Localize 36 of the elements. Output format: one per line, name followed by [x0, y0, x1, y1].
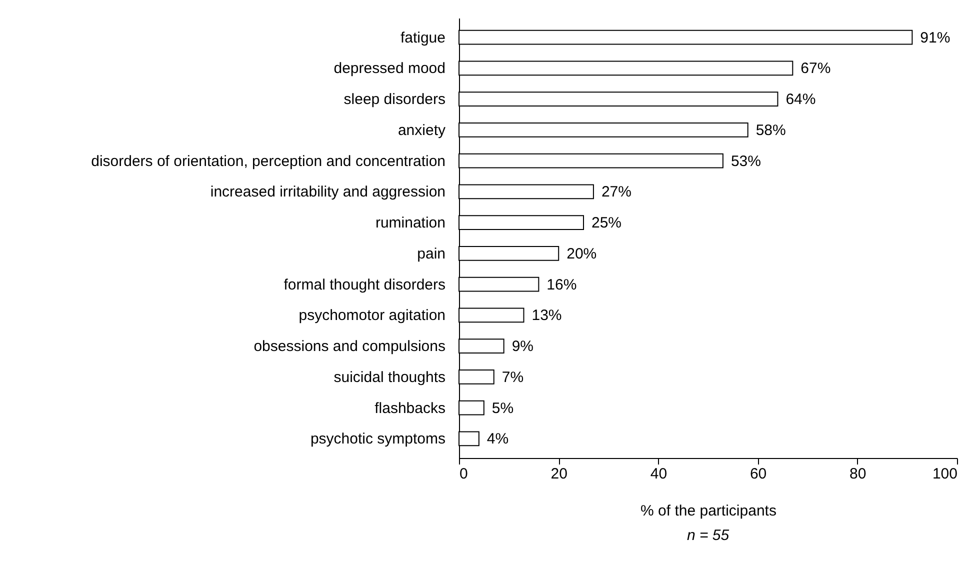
- y-tick-label: obsessions and compulsions: [254, 338, 446, 356]
- data-label: 67%: [800, 60, 831, 78]
- x-tick-label: 20: [550, 466, 568, 482]
- data-label: 27%: [601, 184, 632, 201]
- data-label: 9%: [512, 338, 534, 356]
- y-tick-label: depressed mood: [334, 60, 446, 78]
- y-tick-label: disorders of orientation, perception and concentration: [91, 152, 446, 170]
- y-tick-label: psychomotor agitation: [298, 307, 446, 324]
- y-tick-label: rumination: [375, 214, 446, 232]
- y-tick-label: flashbacks: [374, 400, 446, 417]
- data-label: 91%: [920, 29, 950, 46]
- y-tick-label: sleep disorders: [344, 91, 446, 108]
- y-tick-label: pain: [417, 245, 446, 262]
- data-label: 64%: [786, 91, 816, 108]
- x-tick-label: 80: [850, 466, 866, 482]
- data-label: 7%: [502, 368, 524, 386]
- y-tick-label: formal thought disorders: [284, 276, 446, 294]
- x-tick-label: 100: [932, 466, 958, 482]
- data-label: 58%: [756, 122, 786, 139]
- data-label: 53%: [730, 152, 761, 170]
- data-label: 4%: [486, 430, 509, 448]
- data-label: 25%: [592, 214, 622, 232]
- x-tick-label: 40: [650, 466, 668, 482]
- y-tick-label: fatigue: [400, 29, 446, 46]
- y-tick-label: anxiety: [398, 122, 446, 139]
- data-label: 5%: [492, 400, 514, 417]
- data-label: 16%: [546, 276, 577, 294]
- text: n = 55: [686, 527, 730, 544]
- y-tick-label: increased irritability and aggression: [210, 184, 446, 201]
- x-tick-label: 0: [460, 466, 468, 482]
- data-label: 20%: [566, 245, 597, 262]
- data-label: 13%: [532, 307, 562, 324]
- x-axis-title: % of the participants: [640, 502, 776, 520]
- y-tick-label: psychotic symptoms: [310, 430, 446, 448]
- x-tick-label: 60: [750, 466, 767, 482]
- y-tick-label: suicidal thoughts: [334, 368, 446, 386]
